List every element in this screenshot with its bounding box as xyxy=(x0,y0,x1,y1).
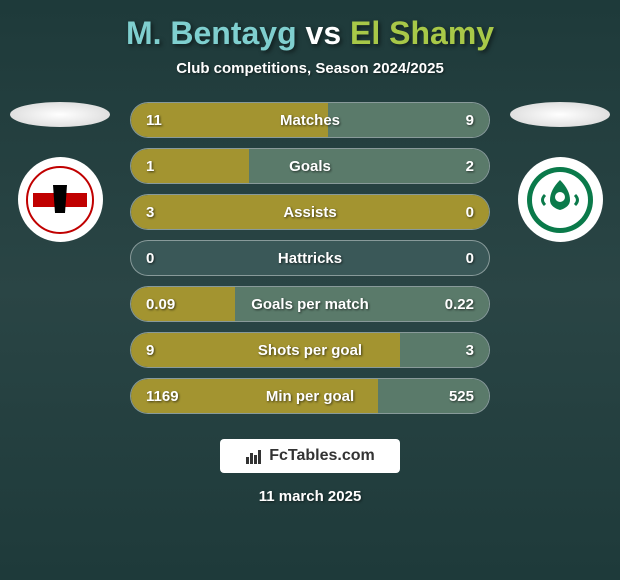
stat-row: 0.09 0.22 Goals per match xyxy=(130,286,490,322)
footer-date: 11 march 2025 xyxy=(259,488,362,505)
left-column xyxy=(10,102,110,242)
stat-value-right: 9 xyxy=(466,112,474,129)
player2-name: El Shamy xyxy=(350,15,494,51)
chart-icon xyxy=(245,447,263,465)
stat-value-left: 0 xyxy=(146,250,154,267)
stat-label: Min per goal xyxy=(266,388,354,405)
stat-label: Shots per goal xyxy=(258,342,362,359)
subtitle: Club competitions, Season 2024/2025 xyxy=(176,60,444,77)
stats-list: 11 9 Matches 1 2 Goals 3 0 Assists 0 0 Hattricks 0.0… xyxy=(110,102,510,414)
player1-name: M. Bentayg xyxy=(126,15,297,51)
stat-row: 1169 525 Min per goal xyxy=(130,378,490,414)
stat-row: 3 0 Assists xyxy=(130,194,490,230)
stat-row: 0 0 Hattricks xyxy=(130,240,490,276)
stat-value-right: 2 xyxy=(466,158,474,175)
team2-badge xyxy=(518,157,603,242)
stat-value-right: 0.22 xyxy=(445,296,474,313)
stat-value-right: 525 xyxy=(449,388,474,405)
stat-label: Assists xyxy=(283,204,336,221)
stat-value-right: 3 xyxy=(466,342,474,359)
content-area: 11 9 Matches 1 2 Goals 3 0 Assists 0 0 Hattricks 0.0… xyxy=(0,102,620,414)
vs-text: vs xyxy=(297,15,350,51)
stat-label: Goals per match xyxy=(251,296,369,313)
right-column xyxy=(510,102,610,242)
stat-value-left: 1169 xyxy=(146,388,179,405)
stat-row: 9 3 Shots per goal xyxy=(130,332,490,368)
stat-value-left: 3 xyxy=(146,204,154,221)
stat-row: 11 9 Matches xyxy=(130,102,490,138)
team1-badge xyxy=(18,157,103,242)
stat-value-left: 1 xyxy=(146,158,154,175)
stat-label: Matches xyxy=(280,112,340,129)
stat-value-left: 11 xyxy=(146,112,162,129)
stat-row: 1 2 Goals xyxy=(130,148,490,184)
almasry-logo-icon xyxy=(525,165,595,235)
stat-value-right: 0 xyxy=(466,204,474,221)
bar-right xyxy=(249,149,489,183)
stat-value-left: 9 xyxy=(146,342,154,359)
player1-ellipse xyxy=(10,102,110,127)
zamalek-logo-icon xyxy=(25,165,95,235)
brand-text: FcTables.com xyxy=(269,447,375,465)
stat-label: Hattricks xyxy=(278,250,342,267)
stat-value-left: 0.09 xyxy=(146,296,175,313)
brand-badge: FcTables.com xyxy=(220,439,400,473)
bar-right xyxy=(400,333,490,367)
stat-value-right: 0 xyxy=(466,250,474,267)
page-title: M. Bentayg vs El Shamy xyxy=(126,15,494,52)
stat-label: Goals xyxy=(289,158,331,175)
player2-ellipse xyxy=(510,102,610,127)
